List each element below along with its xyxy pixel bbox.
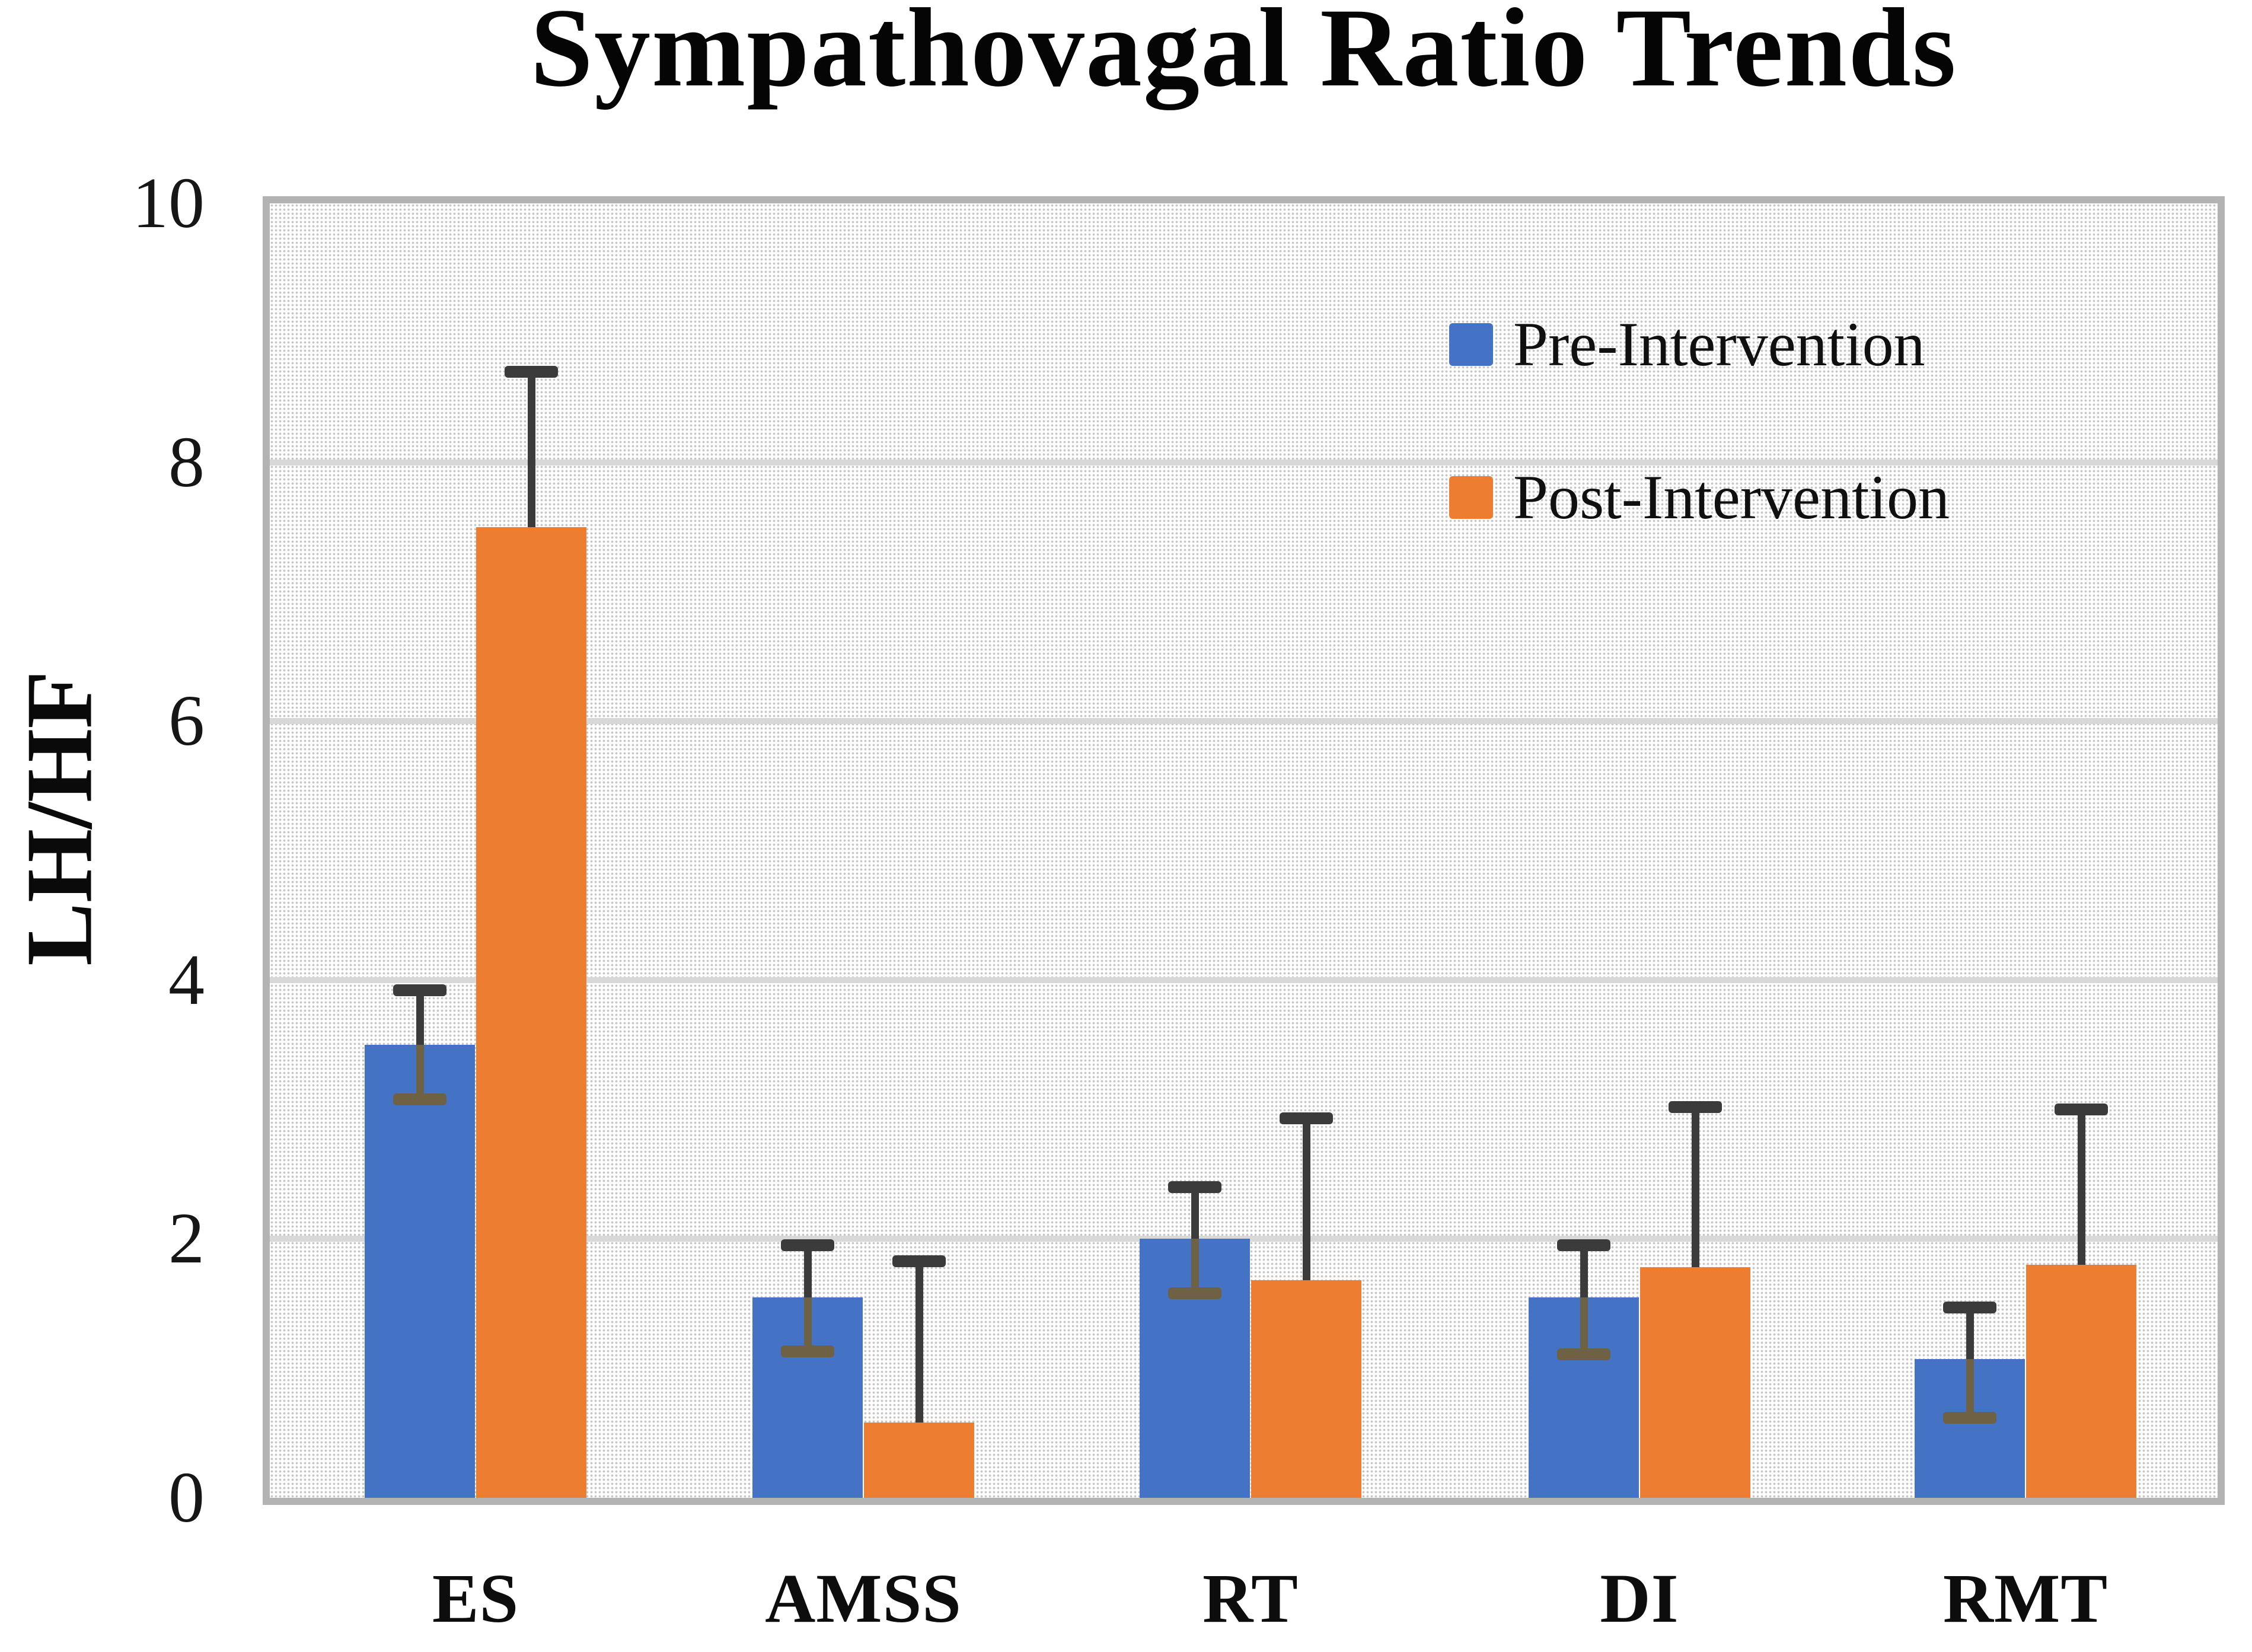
error-bar-cap-top-pre-RMT xyxy=(1943,1302,1996,1314)
error-bar-upper-post-RT xyxy=(1302,1118,1310,1281)
y-tick-label-6: 6 xyxy=(168,681,205,761)
gridline-y-6 xyxy=(270,718,2218,725)
error-bar-cap-bottom-pre-DI xyxy=(1557,1348,1610,1360)
error-bar-upper-post-RMT xyxy=(2077,1109,2085,1265)
x-tick-label-AMSS: AMSS xyxy=(765,1559,962,1637)
error-bar-upper-pre-DI xyxy=(1580,1245,1588,1297)
bar-post-DI xyxy=(1640,1267,1750,1498)
error-bar-upper-post-DI xyxy=(1691,1106,1699,1268)
x-tick-label-RMT: RMT xyxy=(1942,1559,2109,1637)
plot-content xyxy=(270,203,2218,1498)
error-bar-cap-top-post-AMSS xyxy=(892,1255,946,1267)
bar-post-RMT xyxy=(2026,1265,2136,1498)
error-bar-upper-pre-RMT xyxy=(1966,1307,1974,1360)
y-tick-label-10: 10 xyxy=(132,163,205,243)
x-tick-label-RT: RT xyxy=(1202,1559,1299,1637)
error-bar-cap-top-post-RT xyxy=(1280,1112,1333,1125)
plot-area xyxy=(263,196,2225,1505)
error-bar-upper-post-AMSS xyxy=(915,1261,923,1423)
error-bar-cap-top-pre-ES xyxy=(393,984,446,997)
bar-post-AMSS xyxy=(864,1423,974,1498)
error-bar-lower-pre-ES xyxy=(416,1044,424,1099)
legend-label-pre: Pre-Intervention xyxy=(1513,310,1925,379)
error-bar-cap-bottom-pre-RT xyxy=(1168,1287,1221,1300)
error-bar-cap-top-pre-DI xyxy=(1557,1239,1610,1252)
chart-title: Sympathovagal Ratio Trends xyxy=(530,0,1957,110)
y-tick-label-2: 2 xyxy=(168,1198,205,1279)
error-bar-cap-top-post-RMT xyxy=(2055,1104,2108,1116)
y-tick-label-0: 0 xyxy=(168,1458,205,1538)
error-bar-cap-top-post-ES xyxy=(505,365,558,378)
error-bar-lower-pre-DI xyxy=(1580,1297,1588,1354)
gridline-y-4 xyxy=(270,977,2218,983)
bar-pre-ES xyxy=(365,1044,475,1498)
bar-post-ES xyxy=(476,527,586,1498)
error-bar-upper-pre-AMSS xyxy=(803,1245,812,1297)
legend-swatch-pre xyxy=(1449,323,1493,366)
gridline-y-2 xyxy=(270,1236,2218,1242)
error-bar-upper-pre-ES xyxy=(416,990,424,1045)
error-bar-cap-bottom-pre-ES xyxy=(393,1093,446,1105)
error-bar-cap-top-pre-AMSS xyxy=(781,1239,834,1252)
legend-label-post: Post-Intervention xyxy=(1513,463,1950,532)
y-tick-label-8: 8 xyxy=(168,422,205,502)
x-tick-label-ES: ES xyxy=(432,1559,519,1637)
y-tick-label-4: 4 xyxy=(168,939,205,1020)
gridline-y-8 xyxy=(270,459,2218,465)
error-bar-cap-bottom-pre-RMT xyxy=(1943,1411,1996,1424)
error-bar-upper-pre-RT xyxy=(1191,1187,1199,1239)
bar-post-RT xyxy=(1251,1280,1361,1498)
legend-swatch-post xyxy=(1449,476,1493,519)
error-bar-lower-pre-RT xyxy=(1191,1239,1199,1294)
error-bar-upper-post-ES xyxy=(527,371,535,527)
error-bar-cap-top-pre-RT xyxy=(1168,1181,1221,1194)
error-bar-lower-pre-AMSS xyxy=(803,1297,812,1352)
error-bar-cap-top-post-DI xyxy=(1669,1101,1722,1113)
x-tick-label-DI: DI xyxy=(1600,1559,1679,1637)
error-bar-lower-pre-RMT xyxy=(1966,1359,1974,1418)
error-bar-cap-bottom-pre-AMSS xyxy=(781,1345,834,1358)
